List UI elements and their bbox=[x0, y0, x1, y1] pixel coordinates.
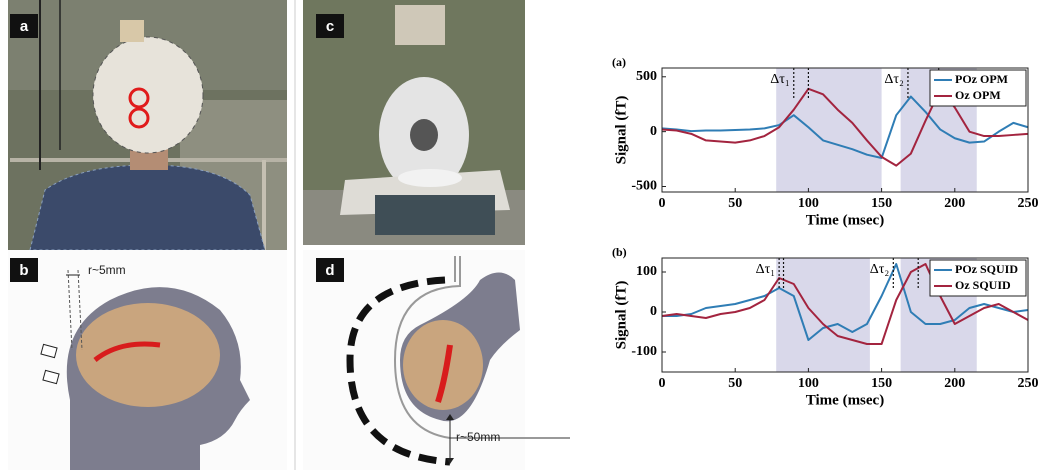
panel-label: c bbox=[326, 18, 334, 35]
diagram-d bbox=[303, 250, 570, 470]
photo-a bbox=[8, 0, 287, 250]
y-tick-label: 0 bbox=[650, 304, 657, 319]
x-tick-label: 100 bbox=[798, 196, 819, 211]
panel-label: b bbox=[19, 262, 28, 279]
x-tick-label: 250 bbox=[1018, 196, 1039, 211]
annotation: Δτ₂ bbox=[884, 72, 904, 87]
y-tick-label: 0 bbox=[650, 124, 657, 139]
annotation: Δτ₁ bbox=[756, 262, 776, 277]
x-tick-label: 150 bbox=[871, 376, 892, 391]
distance-label: r~50mm bbox=[456, 430, 500, 444]
diagram-b bbox=[8, 250, 287, 470]
x-tick-label: 0 bbox=[659, 376, 666, 391]
distance-label: r~5mm bbox=[88, 263, 126, 277]
y-tick-label: -500 bbox=[631, 179, 657, 194]
shaded-region bbox=[776, 258, 870, 372]
legend-label: POz SQUID bbox=[955, 262, 1018, 276]
panel-label: d bbox=[325, 262, 334, 279]
x-tick-label: 200 bbox=[944, 196, 965, 211]
panel-label: a bbox=[20, 18, 29, 35]
x-tick-label: 250 bbox=[1018, 376, 1039, 391]
x-tick-label: 50 bbox=[728, 196, 742, 211]
shaded-region bbox=[776, 68, 881, 192]
annotation: Δτ₂ bbox=[870, 262, 890, 277]
figure: a b c d r~5mm r~50mm Δτ₁ Δτ₂ 0 50 100 150 200 2… bbox=[0, 0, 1045, 470]
panel-label: (b) bbox=[612, 245, 627, 259]
y-axis-label: Signal (fT) bbox=[613, 281, 629, 350]
x-tick-label: 100 bbox=[798, 376, 819, 391]
legend-label: Oz OPM bbox=[955, 88, 1001, 102]
panel-label: (a) bbox=[612, 55, 626, 69]
y-tick-label: -100 bbox=[631, 344, 657, 359]
y-tick-label: 500 bbox=[636, 69, 657, 84]
x-axis-label: Time (msec) bbox=[806, 392, 884, 408]
legend-label: Oz SQUID bbox=[955, 278, 1011, 292]
x-tick-label: 150 bbox=[871, 196, 892, 211]
x-tick-label: 0 bbox=[659, 196, 666, 211]
x-tick-label: 200 bbox=[944, 376, 965, 391]
legend-label: POz OPM bbox=[955, 72, 1008, 86]
x-axis-label: Time (msec) bbox=[806, 212, 884, 228]
annotation: Δτ₁ bbox=[770, 72, 790, 87]
y-axis-label: Signal (fT) bbox=[613, 96, 629, 165]
y-tick-label: 100 bbox=[636, 264, 657, 279]
x-tick-label: 50 bbox=[728, 376, 742, 391]
